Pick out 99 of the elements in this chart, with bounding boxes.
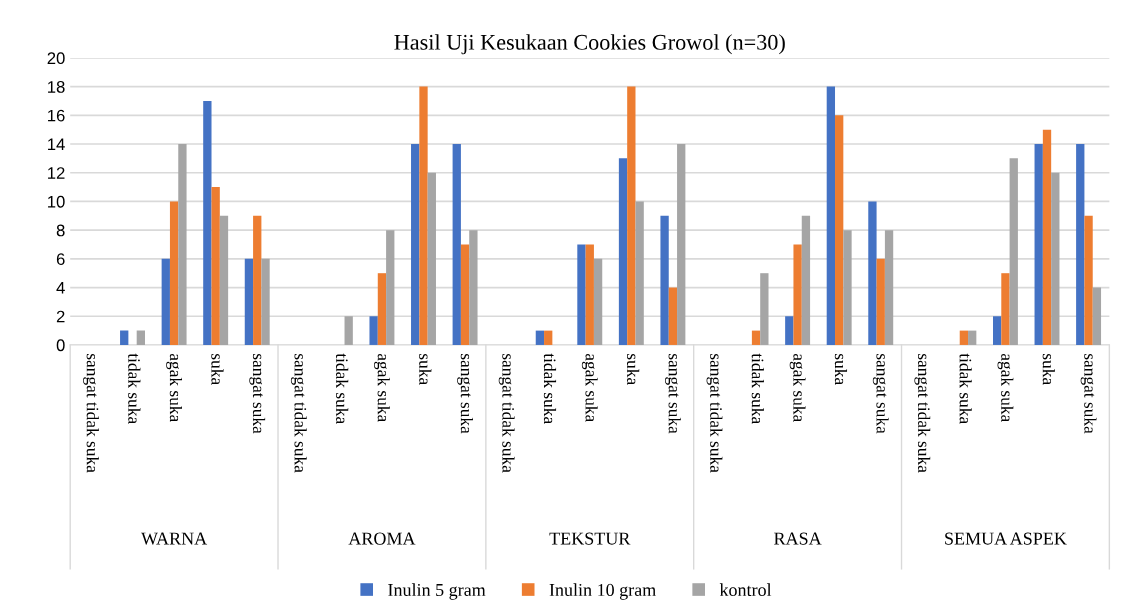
bar <box>411 144 420 345</box>
x-tick-label: suka <box>211 354 224 385</box>
bar <box>244 258 254 345</box>
bar <box>1084 215 1093 345</box>
x-tick-label: sangat suka <box>872 354 889 434</box>
bar <box>253 215 262 345</box>
x-tick-label: agak suka <box>789 353 806 422</box>
y-tick-label: 18 <box>48 81 65 93</box>
y-tick-label: 8 <box>56 224 65 237</box>
bar <box>801 215 811 345</box>
bar <box>178 144 187 345</box>
chart-title: Hasil Uji Kesukaan Cookies Growol (n=30) <box>394 34 785 55</box>
bar <box>876 258 885 345</box>
x-tick-label: tidak suka <box>751 353 764 424</box>
bar <box>1009 158 1018 345</box>
bar <box>635 201 644 345</box>
y-tick-label: 14 <box>48 138 65 151</box>
text: SEMUA ASPEK <box>945 532 1067 545</box>
bar <box>884 230 894 345</box>
y-tick-label: 2 <box>56 310 65 323</box>
legend-label: Inulin 10 gram <box>549 583 656 600</box>
x-tick-label: agak suka <box>581 353 598 422</box>
text: TEKSTUR <box>549 532 631 545</box>
bar <box>469 230 478 345</box>
bar <box>677 144 686 345</box>
x-tick-label: suka <box>1042 354 1055 385</box>
y-tick-label: 4 <box>56 282 65 294</box>
x-tick-label: suka <box>626 354 640 385</box>
bar <box>627 86 636 345</box>
bar <box>120 330 129 345</box>
bar <box>1001 273 1010 345</box>
x-tick-label: sangat suka <box>457 354 473 434</box>
x-tick-label: sangat suka <box>1080 354 1097 434</box>
bar <box>1092 287 1102 345</box>
x-tick-label: tidak suka <box>336 353 349 424</box>
x-tick-label: sangat tidak suka <box>83 354 99 473</box>
bar <box>369 316 378 345</box>
bar <box>843 230 852 345</box>
y-tick-label: 20 <box>47 52 65 65</box>
bar <box>577 244 586 345</box>
bar <box>169 201 179 345</box>
bar <box>203 100 212 345</box>
x-tick-label: agak suka <box>997 353 1014 422</box>
bar <box>1051 172 1060 345</box>
bar <box>544 330 553 345</box>
legend-label: Inulin 5 gram <box>388 583 486 600</box>
bar <box>751 330 761 345</box>
legend-label: kontrol <box>719 583 772 597</box>
y-tick-label: 6 <box>56 253 65 266</box>
x-tick-label: sangat tidak suka <box>498 354 515 473</box>
bar <box>668 287 678 345</box>
bar <box>785 316 794 345</box>
x-tick-label: suka <box>419 354 432 385</box>
x-tick-label: sangat suka <box>665 354 681 434</box>
y-tick-label: 12 <box>48 167 65 179</box>
bar <box>1042 129 1052 345</box>
text: RASA <box>774 532 822 545</box>
bar <box>760 273 769 345</box>
bar <box>427 172 436 345</box>
text: AROMA <box>348 532 416 545</box>
y-tick-label: 10 <box>48 195 65 208</box>
bar <box>868 201 877 345</box>
bar <box>535 330 545 345</box>
bar <box>161 258 170 345</box>
x-tick-label: tidak suka <box>959 353 972 424</box>
x-tick-label: sangat tidak suka <box>706 354 723 473</box>
bar <box>959 330 969 345</box>
bar <box>585 244 594 345</box>
x-tick-label: agak suka <box>166 353 182 422</box>
bar <box>593 258 603 345</box>
bar <box>344 316 353 345</box>
y-tick-label: 0 <box>56 339 65 352</box>
x-tick-label: tidak suka <box>128 353 141 424</box>
bar <box>386 230 395 345</box>
x-tick-label: tidak suka <box>543 353 557 424</box>
y-tick-label: 16 <box>48 109 65 122</box>
bar <box>968 330 977 345</box>
x-tick-label: suka <box>834 354 848 385</box>
x-tick-label: sangat tidak suka <box>914 354 931 473</box>
bar <box>419 86 428 345</box>
bar <box>452 144 461 345</box>
x-tick-label: sangat suka <box>249 354 266 434</box>
x-tick-label: agak suka <box>374 353 390 422</box>
bar <box>211 187 220 345</box>
bar <box>992 316 1002 345</box>
bar <box>1076 144 1085 345</box>
bar <box>377 273 387 345</box>
bar <box>1034 144 1043 345</box>
bar <box>261 258 270 345</box>
bar <box>660 215 669 345</box>
bar <box>219 215 229 345</box>
bar <box>826 86 836 345</box>
bar <box>618 158 628 345</box>
text: WARNA <box>141 532 208 545</box>
bar <box>136 330 145 345</box>
x-tick-label: sangat tidak suka <box>290 354 307 473</box>
bar <box>835 115 844 345</box>
bar <box>460 244 470 345</box>
bar <box>793 244 802 345</box>
